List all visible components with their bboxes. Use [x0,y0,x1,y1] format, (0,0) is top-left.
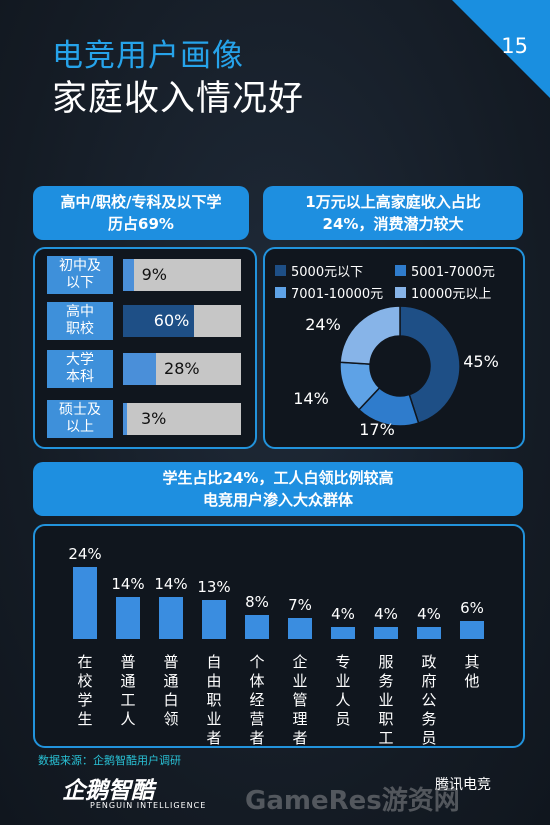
occupation-panel: 24% 在校学生 14% 普通工人 14% 普通白领 13% 自由职业者 8% 个体经营者 7% 企业… [33,524,525,748]
education-row: 初中及 以下 9% [47,256,273,294]
occupation-category-label: 政府公务员 [421,653,436,746]
education-header: 高中/职校/专科及以下学 历占69% [33,186,249,240]
donut-slice-label: 45% [463,352,499,371]
education-bar [123,403,127,435]
income-panel: 5000元以下 5001-7000元 7001-10000元 10000元以上 45%… [263,247,525,449]
legend-label: 5001-7000元 [411,265,495,280]
donut-slice-label: 24% [305,315,341,334]
donut-slice-label: 17% [359,420,395,439]
education-bar-value: 28% [164,359,200,378]
legend-swatch [275,287,286,298]
penguin-intelligence-logo: 企鹅智酷 [62,778,154,804]
corner-triangle [452,0,550,98]
education-bar [123,259,134,291]
legend-label: 10000元以上 [411,287,492,302]
tencent-esports-logo: 腾讯电竞 [435,777,491,793]
occupation-header-line1: 学生占比24%，工人白领比例较高 [162,469,394,487]
legend-item: 10000元以上 [395,283,491,302]
occupation-bar-value: 14% [111,575,144,593]
occupation-bar [73,567,97,639]
watermark: GameRes游资网 [245,786,460,816]
education-row-label: 大学 本科 [47,350,113,388]
education-bar-track: 3% [123,403,241,435]
occupation-header: 学生占比24%，工人白领比例较高 电竞用户渗入大众群体 [33,462,523,516]
penguin-intelligence-logo-subtext: PENGUIN INTELLIGENCE [90,801,207,810]
occupation-bar [288,618,312,639]
occupation-bar [202,600,226,639]
occupation-bar-value: 24% [68,545,101,563]
education-bar-value: 9% [141,265,167,284]
legend-swatch [395,287,406,298]
occupation-category-label: 普通白领 [163,653,178,728]
legend-item: 5000元以下 [275,261,363,280]
income-header-line2: 24%，消费潜力较大 [322,215,464,233]
legend-swatch [395,265,406,276]
occupation-bar-value: 7% [288,596,312,614]
occupation-bar [374,627,398,639]
occupation-header-line2: 电竞用户渗入大众群体 [202,491,353,509]
income-donut-chart: 45% 17% 14% 24% [293,305,499,439]
education-row: 硕士及 以上 3% [47,400,273,438]
source-note: 数据来源：企鹅智酷用户调研 [38,754,181,767]
legend-swatch [275,265,286,276]
education-bar-track: 60% [123,305,241,337]
legend-item: 7001-10000元 [275,283,383,302]
occupation-bar [245,615,269,639]
education-row-label-line2: 职校 [66,321,94,337]
education-row-label-line1: 高中 [66,304,94,320]
income-header: 1万元以上高家庭收入占比 24%，消费潜力较大 [263,186,523,240]
education-row: 高中 职校 60% [47,302,273,340]
occupation-bar [331,627,355,639]
education-bar-track: 9% [123,259,241,291]
education-panel: 初中及 以下 9% 高中 职校 60% 大学 本科 28% 硕士及 以上 3% [33,247,257,449]
education-row-label: 硕士及 以上 [47,400,113,438]
page-title: 电竞用户画像 [52,38,244,74]
occupation-category-label: 普通工人 [120,653,135,728]
education-bar-track: 28% [123,353,241,385]
occupation-category-label: 在校学生 [77,653,92,728]
occupation-bar [460,621,484,639]
education-row-label-line2: 以上 [66,419,94,435]
donut-slice [399,305,461,425]
occupation-bar-value: 4% [331,605,355,623]
occupation-bar [116,597,140,639]
donut-slice [339,305,401,365]
education-bar-value: 60% [153,311,190,330]
education-row-label: 初中及 以下 [47,256,113,294]
occupation-bar [417,627,441,639]
education-row-label-line2: 本科 [66,369,94,385]
page-subtitle: 家庭收入情况好 [52,79,305,119]
legend-item: 5001-7000元 [395,261,495,280]
legend-label: 7001-10000元 [291,287,384,302]
occupation-category-label: 自由职业者 [206,653,221,746]
education-bar-value: 3% [141,409,167,428]
education-row: 大学 本科 28% [47,350,273,388]
legend-label: 5000元以下 [291,265,364,280]
occupation-category-label: 服务业职工 [378,653,393,746]
occupation-bar-value: 14% [154,575,187,593]
occupation-category-label: 企业管理者 [292,653,307,746]
occupation-category-label: 专业人员 [335,653,350,728]
occupation-bar-value: 4% [417,605,441,623]
education-row-label-line1: 初中及 [59,258,101,274]
occupation-category-label: 其他 [464,653,479,690]
education-bar [123,353,157,385]
education-header-line1: 高中/职校/专科及以下学 [60,193,222,211]
income-header-line1: 1万元以上高家庭收入占比 [305,193,481,211]
occupation-category-label: 个体经营者 [249,653,264,746]
page-number: 15 [501,34,528,58]
education-row-label: 高中 职校 [47,302,113,340]
occupation-bar-value: 8% [245,593,269,611]
education-bar [123,305,194,337]
education-row-label-line2: 以下 [66,275,94,291]
occupation-bar-chart: 24% 在校学生 14% 普通工人 14% 普通白领 13% 自由职业者 8% 个体经营者 7% 企业… [68,545,484,746]
education-row-label-line1: 硕士及 [59,402,101,418]
occupation-bar-value: 4% [374,605,398,623]
occupation-bar-value: 13% [197,578,230,596]
occupation-bar [159,597,183,639]
education-row-label-line1: 大学 [66,352,94,368]
occupation-bar-value: 6% [460,599,484,617]
donut-slice-label: 14% [293,389,329,408]
education-header-line2: 历占69% [108,215,174,233]
